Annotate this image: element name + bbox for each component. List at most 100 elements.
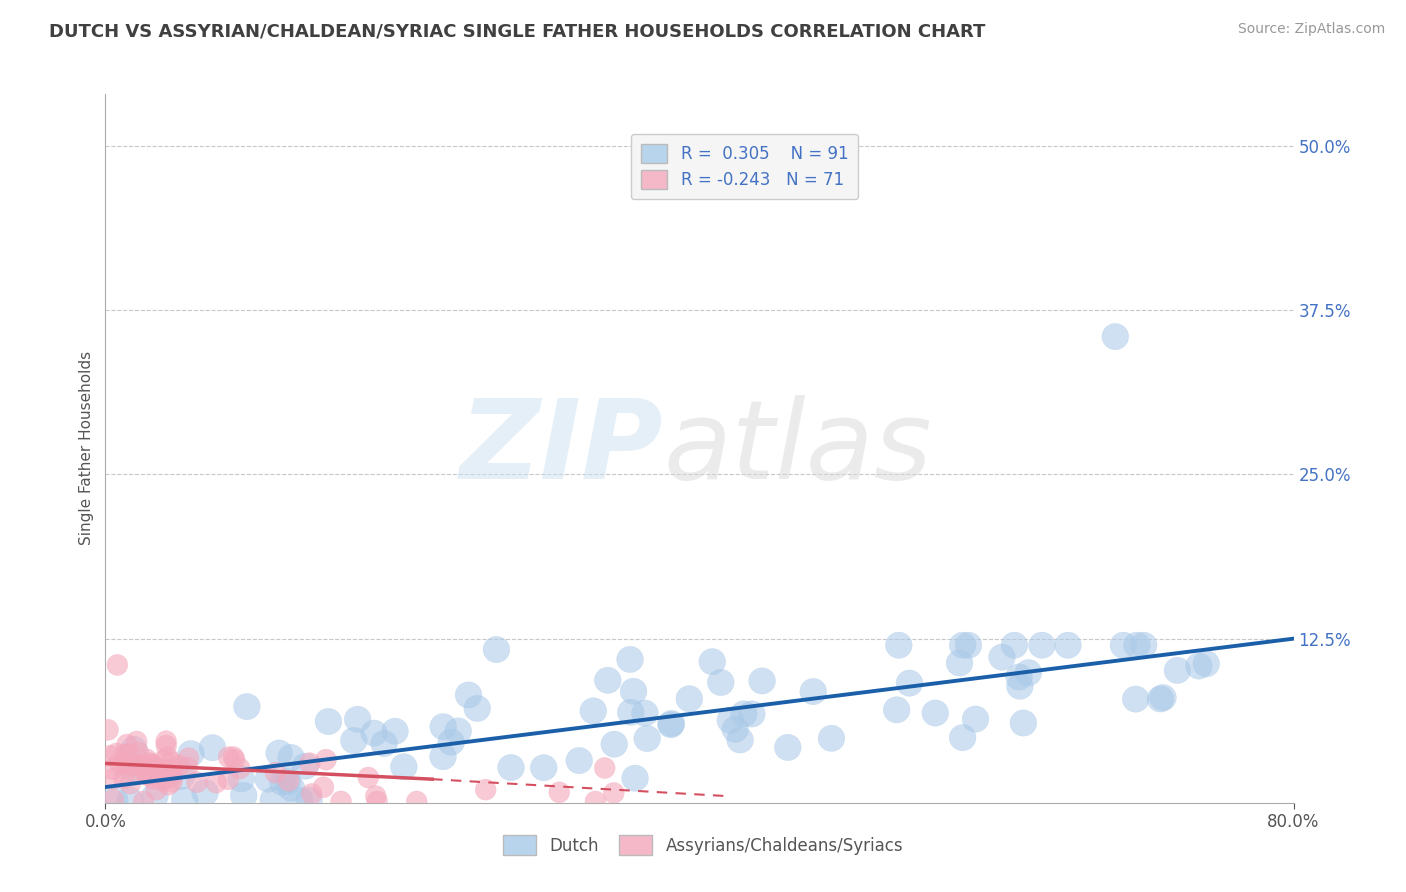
Ellipse shape <box>224 747 243 767</box>
Ellipse shape <box>658 712 685 738</box>
Ellipse shape <box>191 780 218 805</box>
Ellipse shape <box>153 750 174 771</box>
Ellipse shape <box>344 706 371 732</box>
Ellipse shape <box>205 772 226 793</box>
Ellipse shape <box>169 756 190 776</box>
Ellipse shape <box>749 668 776 694</box>
Ellipse shape <box>142 764 163 784</box>
Ellipse shape <box>112 753 134 773</box>
Ellipse shape <box>676 686 703 712</box>
Ellipse shape <box>129 755 150 776</box>
Ellipse shape <box>775 734 801 761</box>
Ellipse shape <box>727 727 754 753</box>
Ellipse shape <box>366 786 387 806</box>
Ellipse shape <box>949 724 976 751</box>
Ellipse shape <box>1010 710 1036 736</box>
Ellipse shape <box>437 729 464 756</box>
Ellipse shape <box>127 731 148 752</box>
Ellipse shape <box>103 789 124 810</box>
Ellipse shape <box>100 746 120 766</box>
Ellipse shape <box>1015 659 1042 686</box>
Ellipse shape <box>177 757 198 778</box>
Ellipse shape <box>156 731 177 752</box>
Ellipse shape <box>988 644 1015 670</box>
Ellipse shape <box>800 679 827 705</box>
Ellipse shape <box>120 756 146 782</box>
Ellipse shape <box>179 747 198 769</box>
Ellipse shape <box>114 768 134 789</box>
Ellipse shape <box>177 740 204 767</box>
Ellipse shape <box>152 770 173 791</box>
Ellipse shape <box>107 655 128 675</box>
Ellipse shape <box>101 787 128 814</box>
Y-axis label: Single Father Households: Single Father Households <box>79 351 94 545</box>
Ellipse shape <box>117 734 138 756</box>
Ellipse shape <box>1192 650 1219 677</box>
Ellipse shape <box>231 782 257 809</box>
Ellipse shape <box>157 774 179 795</box>
Ellipse shape <box>548 781 569 803</box>
Ellipse shape <box>295 787 322 814</box>
Ellipse shape <box>150 761 172 782</box>
Ellipse shape <box>97 719 118 740</box>
Ellipse shape <box>818 725 845 751</box>
Ellipse shape <box>299 753 321 773</box>
Ellipse shape <box>340 727 367 754</box>
Ellipse shape <box>498 755 524 780</box>
Ellipse shape <box>1150 684 1177 711</box>
Ellipse shape <box>274 768 301 795</box>
Ellipse shape <box>117 787 143 814</box>
Legend: Dutch, Assyrians/Chaldeans/Syriacs: Dutch, Assyrians/Chaldeans/Syriacs <box>496 829 910 862</box>
Ellipse shape <box>595 667 621 693</box>
Ellipse shape <box>129 755 150 775</box>
Ellipse shape <box>142 768 163 789</box>
Text: Source: ZipAtlas.com: Source: ZipAtlas.com <box>1237 22 1385 37</box>
Ellipse shape <box>105 743 127 764</box>
Ellipse shape <box>162 759 183 780</box>
Ellipse shape <box>949 632 976 658</box>
Ellipse shape <box>1130 632 1157 658</box>
Ellipse shape <box>621 765 648 791</box>
Ellipse shape <box>157 747 179 768</box>
Ellipse shape <box>738 701 765 727</box>
Ellipse shape <box>135 764 156 785</box>
Ellipse shape <box>1111 632 1137 658</box>
Ellipse shape <box>260 787 287 814</box>
Ellipse shape <box>922 700 949 726</box>
Ellipse shape <box>1029 632 1056 658</box>
Ellipse shape <box>955 632 981 658</box>
Ellipse shape <box>585 791 606 812</box>
Ellipse shape <box>464 695 491 722</box>
Ellipse shape <box>142 783 169 809</box>
Ellipse shape <box>962 706 988 732</box>
Ellipse shape <box>292 753 319 780</box>
Ellipse shape <box>565 747 592 773</box>
Text: atlas: atlas <box>664 395 932 501</box>
Ellipse shape <box>143 756 165 777</box>
Ellipse shape <box>430 714 457 739</box>
Ellipse shape <box>721 716 748 742</box>
Ellipse shape <box>162 772 183 792</box>
Ellipse shape <box>301 783 322 805</box>
Ellipse shape <box>156 761 177 781</box>
Ellipse shape <box>315 708 342 735</box>
Ellipse shape <box>233 693 260 720</box>
Ellipse shape <box>1164 657 1191 683</box>
Ellipse shape <box>579 698 606 724</box>
Ellipse shape <box>946 650 973 676</box>
Ellipse shape <box>278 770 299 791</box>
Ellipse shape <box>142 754 163 775</box>
Text: DUTCH VS ASSYRIAN/CHALDEAN/SYRIAC SINGLE FATHER HOUSEHOLDS CORRELATION CHART: DUTCH VS ASSYRIAN/CHALDEAN/SYRIAC SINGLE… <box>49 22 986 40</box>
Ellipse shape <box>287 787 314 814</box>
Ellipse shape <box>218 769 239 789</box>
Ellipse shape <box>315 749 336 770</box>
Ellipse shape <box>731 701 758 727</box>
Ellipse shape <box>367 791 388 812</box>
Ellipse shape <box>475 779 496 800</box>
Ellipse shape <box>371 731 398 756</box>
Ellipse shape <box>430 744 457 770</box>
Ellipse shape <box>139 753 160 773</box>
Ellipse shape <box>484 636 510 663</box>
Ellipse shape <box>228 765 254 792</box>
Ellipse shape <box>603 782 624 804</box>
